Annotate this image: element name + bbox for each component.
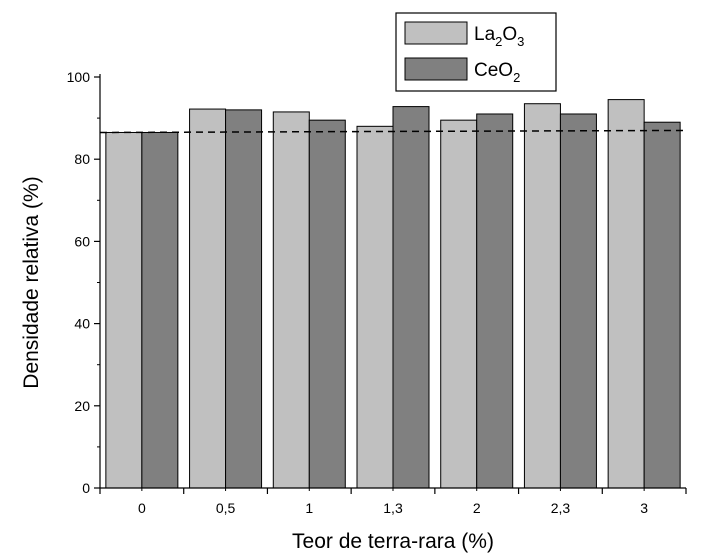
axes-layer: 0 20 40 60 80 100 0 0,5 1 1,3 2 2,3 3 [67, 69, 687, 516]
y-tick-label: 0 [82, 480, 90, 496]
bar-series2-2 [308, 119, 346, 489]
bar-series1-6 [607, 99, 645, 489]
bar-series2-3 [392, 106, 430, 489]
y-axis-label: Densidade relativa (%) [20, 176, 43, 388]
bar-series2-5 [559, 113, 597, 489]
x-tick-label: 3 [640, 500, 648, 516]
x-tick-label: 0 [138, 500, 146, 516]
y-tick-label: 80 [74, 151, 90, 167]
bar-series2-6 [643, 121, 681, 489]
reference-line-layer [99, 129, 687, 134]
bar-series2-1 [225, 109, 263, 489]
y-tick-label: 60 [74, 233, 90, 249]
bar-series1-4 [440, 119, 478, 489]
x-axis-label: Teor de terra-rara (%) [292, 530, 494, 553]
y-tick-label: 100 [67, 69, 91, 85]
legend-swatch-2 [404, 57, 468, 81]
x-tick-label: 2,3 [551, 500, 571, 516]
x-tick-label: 1,3 [383, 500, 403, 516]
reference-line [99, 129, 687, 134]
bar-series2-4 [476, 113, 514, 489]
bar-series1-2 [272, 111, 310, 489]
bar-series1-5 [523, 103, 561, 489]
x-tick-label: 1 [305, 500, 313, 516]
bar-series2-0 [141, 131, 179, 489]
y-tick-label: 40 [74, 316, 90, 332]
y-tick-label: 20 [74, 398, 90, 414]
legend-label-2: CeO2 [474, 60, 520, 85]
bars-layer [105, 99, 681, 489]
x-tick-label: 0,5 [216, 500, 236, 516]
x-tick-label: 2 [473, 500, 481, 516]
legend: La2O3 CeO2 [395, 12, 557, 92]
legend-label-1: La2O3 [474, 24, 524, 49]
bar-series1-3 [356, 125, 394, 489]
legend-swatch-1 [404, 21, 468, 45]
bar-series1-0 [105, 131, 143, 489]
bar-series1-1 [189, 108, 227, 489]
